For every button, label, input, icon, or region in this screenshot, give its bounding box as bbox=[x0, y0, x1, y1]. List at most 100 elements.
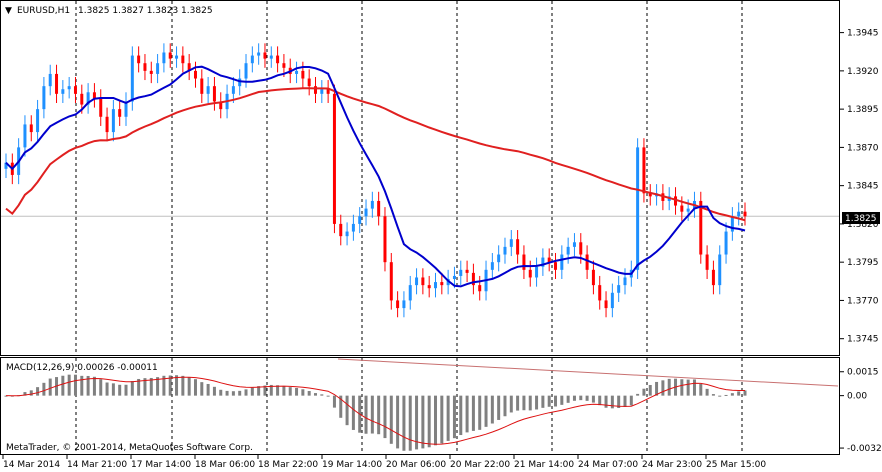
macd-bar bbox=[105, 382, 109, 396]
candle-body bbox=[415, 277, 419, 286]
macd-bar bbox=[225, 390, 229, 396]
price-tick-label: 1.3845 bbox=[847, 182, 879, 192]
macd-bar bbox=[61, 375, 65, 396]
candle-body bbox=[143, 63, 147, 71]
candle-body bbox=[326, 89, 330, 94]
macd-bar bbox=[351, 395, 355, 430]
macd-bar bbox=[661, 380, 665, 396]
macd-bar bbox=[604, 395, 608, 408]
candle-body bbox=[699, 200, 703, 255]
candle-body bbox=[389, 262, 393, 301]
price-axis: 1.3945 1.3920 1.3895 1.3870 1.3845 1.3820 1.37… bbox=[840, 29, 879, 345]
macd-bar bbox=[459, 395, 463, 436]
candle-body bbox=[168, 52, 172, 59]
macd-bar bbox=[295, 387, 299, 396]
macd-bar bbox=[535, 395, 539, 410]
macd-bar bbox=[440, 395, 444, 444]
candle-body bbox=[36, 109, 40, 133]
candle-body bbox=[674, 196, 678, 206]
macd-bar bbox=[705, 388, 709, 396]
candle-body bbox=[528, 269, 532, 278]
macd-bar bbox=[572, 395, 576, 401]
macd-bar bbox=[547, 395, 551, 407]
macd-bar bbox=[73, 374, 77, 396]
macd-signal-line bbox=[5, 376, 745, 445]
macd-bar bbox=[427, 395, 431, 448]
candle-body bbox=[642, 147, 646, 194]
macd-bar bbox=[200, 382, 204, 396]
candlesticks bbox=[4, 43, 747, 318]
macd-bar bbox=[276, 385, 280, 396]
time-tick-label: 18 Mar 22:00 bbox=[258, 460, 318, 470]
macd-bar bbox=[465, 395, 469, 433]
candle-body bbox=[358, 216, 362, 224]
candle-body bbox=[516, 239, 520, 255]
macd-bar bbox=[307, 391, 311, 396]
macd-bar bbox=[478, 395, 482, 430]
macd-label: MACD(12,26,9) 0.00026 -0.00011 bbox=[6, 363, 158, 373]
macd-bar bbox=[219, 389, 223, 396]
candle-body bbox=[339, 223, 343, 237]
candle-body bbox=[440, 282, 444, 286]
candle-body bbox=[257, 52, 261, 56]
candle-body bbox=[718, 254, 722, 286]
candle-body bbox=[471, 272, 475, 286]
price-tick-label: 1.3745 bbox=[847, 335, 879, 345]
macd-bar bbox=[244, 389, 248, 396]
macd-bar bbox=[238, 390, 242, 396]
candle-body bbox=[743, 211, 747, 217]
time-tick-label: 21 Mar 14:00 bbox=[514, 460, 574, 470]
macd-bar bbox=[370, 395, 374, 434]
macd-bar bbox=[541, 395, 545, 408]
fast-moving-average-line bbox=[5, 65, 746, 288]
time-tick-label: 19 Mar 14:00 bbox=[322, 460, 382, 470]
time-tick-label: 14 Mar 2014 bbox=[3, 460, 60, 470]
candle-body bbox=[604, 300, 608, 309]
macd-chart-frame bbox=[0, 357, 840, 455]
candle-body bbox=[522, 254, 526, 270]
candle-body bbox=[29, 124, 33, 133]
candle-body bbox=[421, 277, 425, 286]
macd-bar bbox=[623, 395, 627, 407]
time-tick-label: 24 Mar 07:00 bbox=[578, 460, 638, 470]
candle-body bbox=[67, 86, 71, 90]
candle-body bbox=[124, 101, 128, 117]
candle-body bbox=[320, 89, 324, 94]
macd-bar bbox=[452, 395, 456, 439]
candle-body bbox=[554, 262, 558, 270]
macd-bar bbox=[288, 387, 292, 396]
current-price-tag: 1.3825 bbox=[842, 212, 880, 224]
candle-body bbox=[175, 55, 179, 59]
macd-bar bbox=[212, 386, 216, 396]
candle-body bbox=[680, 205, 684, 212]
price-tick-label: 1.3870 bbox=[847, 143, 879, 153]
candle-body bbox=[48, 73, 52, 87]
candle-body bbox=[377, 200, 381, 217]
macd-bar bbox=[408, 395, 412, 451]
candle-body bbox=[535, 266, 539, 278]
macd-bar bbox=[490, 395, 494, 424]
symbol-dropdown-arrow[interactable]: ▼ bbox=[5, 6, 12, 16]
macd-bar bbox=[130, 381, 134, 396]
candle-body bbox=[295, 70, 299, 74]
macd-bar bbox=[67, 374, 71, 396]
macd-bar bbox=[389, 395, 393, 444]
macd-bar bbox=[206, 383, 210, 396]
candle-body bbox=[737, 211, 741, 217]
candle-body bbox=[105, 116, 109, 133]
macd-tick-label: -0.00329 bbox=[847, 444, 882, 454]
macd-bar bbox=[137, 378, 141, 396]
candle-body bbox=[61, 89, 65, 94]
macd-bar bbox=[579, 395, 583, 401]
macd-bar bbox=[364, 395, 368, 434]
macd-bar bbox=[737, 391, 741, 396]
candle-body bbox=[478, 285, 482, 292]
macd-bar bbox=[4, 395, 8, 397]
candle-body bbox=[111, 109, 115, 133]
candle-body bbox=[579, 242, 583, 255]
macd-bar bbox=[686, 379, 690, 396]
price-tick-label: 1.3770 bbox=[847, 296, 879, 306]
copyright-text: MetaTrader, © 2001-2014, MetaQuotes Soft… bbox=[6, 443, 253, 453]
